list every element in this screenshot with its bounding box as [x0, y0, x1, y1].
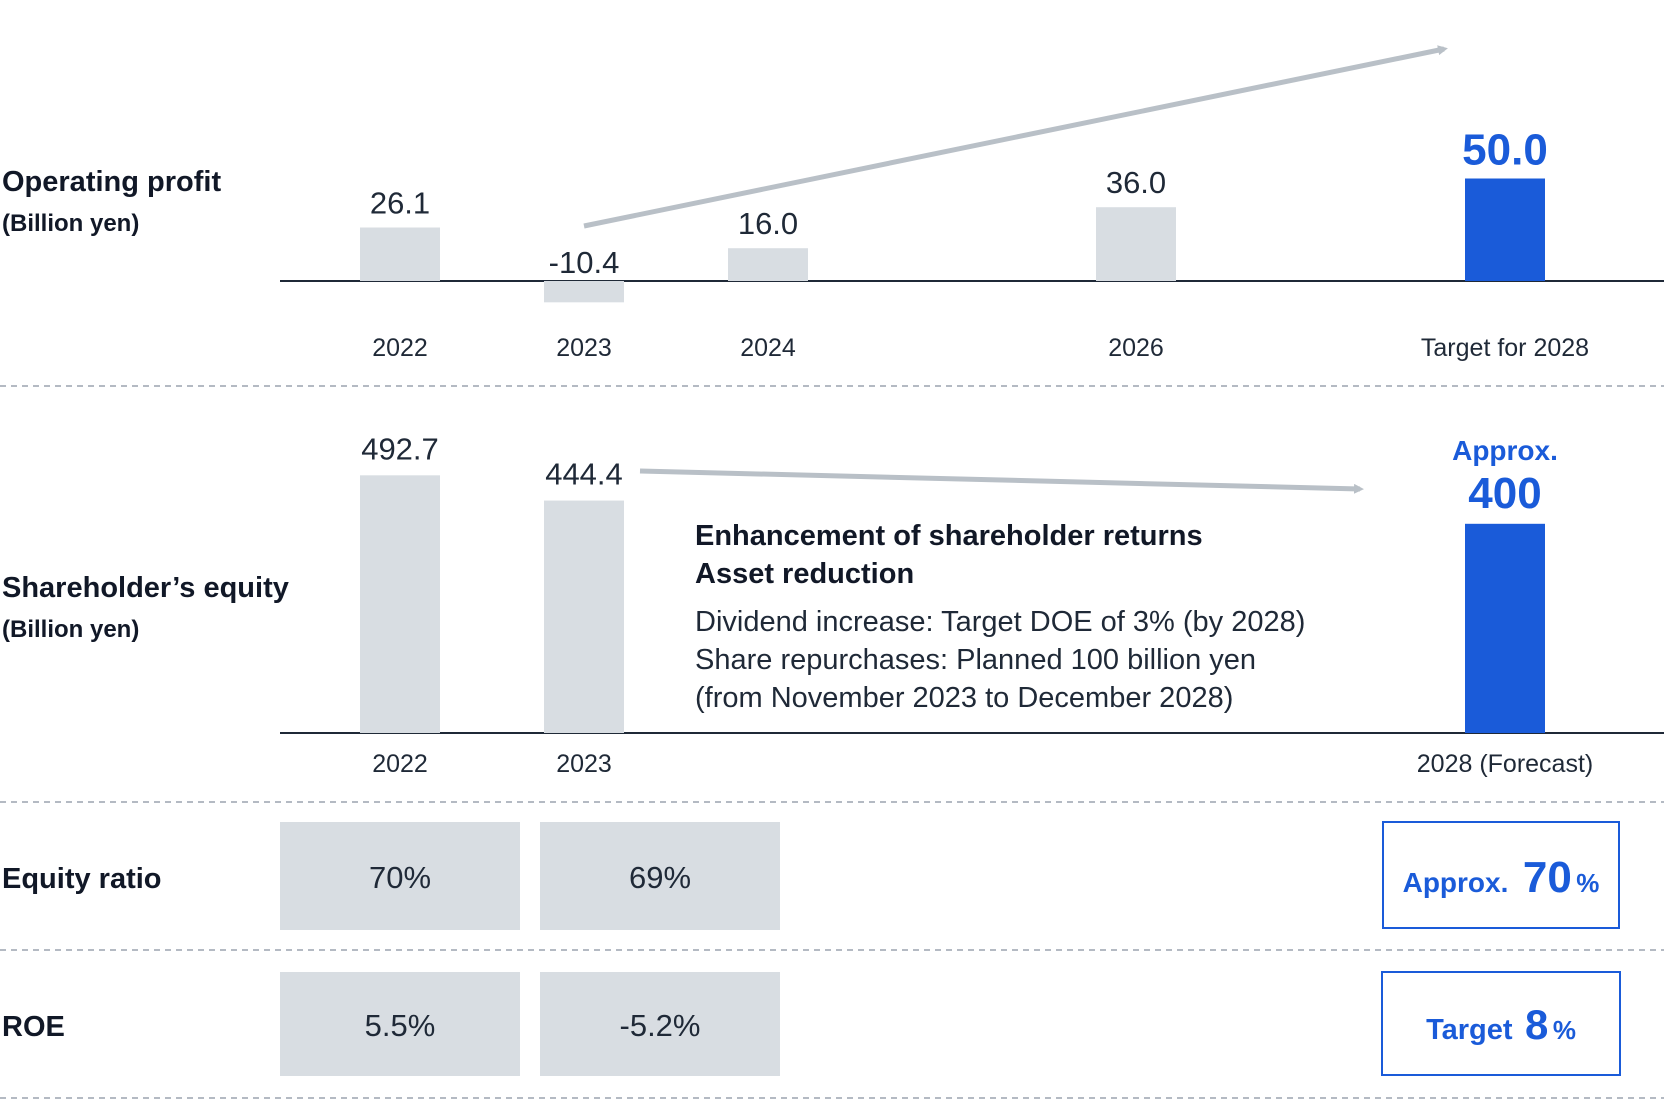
equity-value-2023: 444.4 — [545, 457, 623, 492]
operating-profit-unit: (Billion yen) — [2, 210, 139, 237]
equity-bar-2022 — [360, 475, 440, 733]
equity-ratio-target-value: 70 — [1523, 853, 1572, 902]
roe-target-value: 8 — [1525, 1001, 1548, 1048]
operating-profit-bar-2024 — [728, 248, 808, 281]
equity-ratio-target-prefix: Approx. — [1403, 867, 1509, 898]
operating-profit-label: Operating profit — [2, 166, 221, 198]
roe-value-2022: 5.5% — [365, 1008, 436, 1043]
equity-ratio-value-2023: 69% — [629, 860, 691, 895]
roe-target-prefix: Target — [1426, 1014, 1513, 1046]
operating-profit-category-2022: 2022 — [372, 334, 428, 362]
operating-profit-category-2024: 2024 — [740, 334, 796, 362]
operating-profit-value-2022: 26.1 — [370, 185, 430, 220]
operating-profit-trend-arrow — [583, 45, 1448, 229]
operating-profit-value-2026: 36.0 — [1106, 165, 1166, 200]
equity-ratio-value-2022: 70% — [369, 860, 431, 895]
equity-bar-2028-forecast — [1465, 523, 1545, 733]
equity-ratio-cell-2022 — [280, 822, 520, 930]
roe-target: Target 8 % — [1426, 1001, 1576, 1048]
note-line-1: Dividend increase: Target DOE of 3% (by … — [695, 606, 1305, 638]
note-heading-2: Asset reduction — [695, 558, 914, 590]
operating-profit-chart: 26.1 2022 -10.4 2023 16.0 2024 36.0 2026 50.0 Tar… — [280, 45, 1664, 362]
equity-bar-2023 — [544, 500, 624, 733]
equity-ratio-row: 70% 69% Approx. 70 % — [280, 821, 1620, 930]
operating-profit-bar-2023 — [544, 281, 624, 303]
operating-profit-bar-2026 — [1096, 207, 1176, 281]
roe-target-box — [1381, 971, 1621, 1076]
equity-unit: (Billion yen) — [2, 616, 139, 643]
equity-trend-arrow — [639, 468, 1364, 494]
note-line-3: (from November 2023 to December 2028) — [695, 682, 1233, 714]
roe-cell-2023 — [540, 972, 780, 1076]
equity-ratio-target-suffix: % — [1576, 868, 1599, 898]
roe-label: ROE — [2, 1011, 65, 1043]
note-line-2: Share repurchases: Planned 100 billion y… — [695, 644, 1256, 676]
equity-category-2022: 2022 — [372, 750, 428, 778]
equity-ratio-target-box — [1382, 821, 1620, 929]
roe-target-suffix: % — [1553, 1015, 1576, 1045]
roe-value-2023: -5.2% — [620, 1008, 701, 1043]
operating-profit-bar-target-for-2028 — [1465, 178, 1545, 281]
operating-profit-value-target-for-2028: 50.0 — [1462, 126, 1548, 175]
equity-ratio-label: Equity ratio — [2, 863, 162, 895]
operating-profit-category-target-for-2028: Target for 2028 — [1421, 334, 1589, 362]
equity-ratio-cell-2023 — [540, 822, 780, 930]
roe-row: 5.5% -5.2% Target 8 % — [280, 971, 1621, 1076]
operating-profit-value-2023: -10.4 — [549, 245, 620, 280]
roe-cell-2022 — [280, 972, 520, 1076]
equity-category-2028-forecast: 2028 (Forecast) — [1417, 750, 1593, 778]
note-heading-1: Enhancement of shareholder returns — [695, 520, 1203, 552]
equity-ratio-target: Approx. 70 % — [1403, 853, 1600, 902]
operating-profit-bar-2022 — [360, 227, 440, 281]
operating-profit-category-2023: 2023 — [556, 334, 612, 362]
equity-value-2028-forecast: 400 — [1468, 469, 1541, 518]
equity-label: Shareholder’s equity — [2, 572, 289, 604]
operating-profit-category-2026: 2026 — [1108, 334, 1164, 362]
operating-profit-value-2024: 16.0 — [738, 206, 798, 241]
equity-category-2023: 2023 — [556, 750, 612, 778]
shareholder-returns-note: Enhancement of shareholder returns Asset… — [695, 520, 1305, 714]
equity-value-2022: 492.7 — [361, 431, 439, 466]
equity-value-prefix-2028-forecast: Approx. — [1452, 435, 1558, 466]
